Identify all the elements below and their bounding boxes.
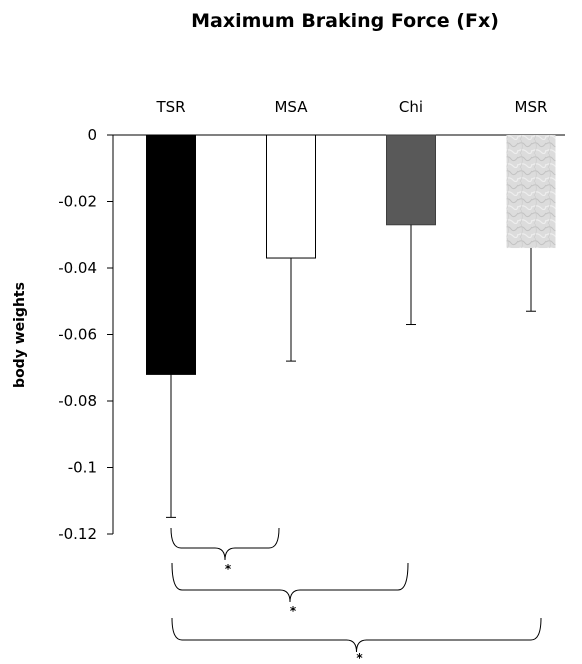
y-tick-label: -0.02	[58, 193, 97, 211]
y-tick-label: -0.08	[58, 392, 97, 410]
bar	[266, 134, 316, 259]
chart-title: Maximum Braking Force (Fx)	[191, 10, 499, 32]
x-tick-label: TSR	[155, 98, 185, 116]
significance-marker: *	[356, 651, 363, 664]
x-tick-label: MSR	[515, 98, 548, 116]
error-bars	[166, 224, 536, 518]
x-tick-label: Chi	[399, 98, 423, 116]
x-axis: TSR MSA Chi MSR	[113, 98, 565, 136]
bracket-tsr-chi	[171, 562, 409, 603]
bars	[146, 134, 556, 375]
y-tick-label: -0.12	[58, 525, 97, 543]
y-tick-label: 0	[87, 126, 97, 144]
y-tick-label: -0.1	[68, 459, 97, 477]
bracket-tsr-msr	[171, 617, 542, 653]
significance-marker: *	[290, 604, 297, 618]
y-axis-label: body weights	[12, 282, 28, 388]
bar	[146, 134, 196, 375]
x-tick-label: MSA	[274, 98, 308, 116]
bar	[506, 135, 556, 249]
bracket-tsr-msa	[170, 527, 280, 561]
significance-marker: *	[225, 562, 232, 576]
bar	[386, 134, 436, 226]
y-axis: 0 -0.02 -0.04 -0.06 -0.08 -0.1 -0.12	[58, 126, 114, 543]
y-tick-label: -0.04	[58, 259, 97, 277]
y-tick-label: -0.06	[58, 326, 97, 344]
significance-brackets: * * *	[170, 527, 542, 664]
